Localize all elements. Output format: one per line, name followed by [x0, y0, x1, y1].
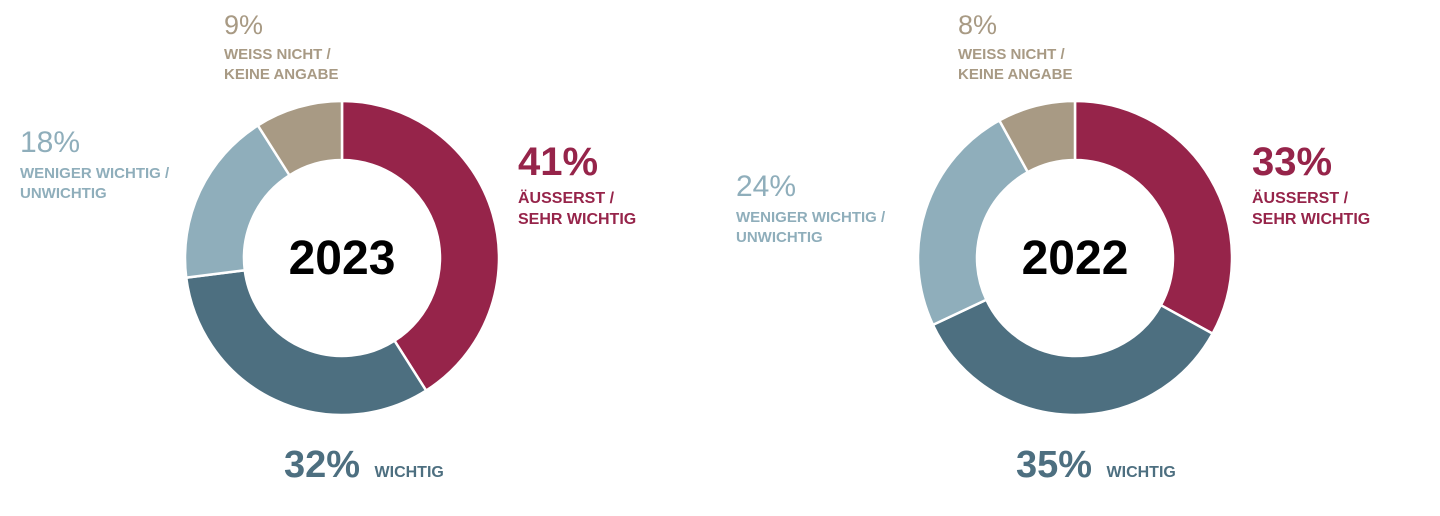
slice-label-weniger-2022: 24% WENIGER WICHTIG / UNWICHTIG [736, 172, 885, 248]
slice-label-aeusserst-2022: 33% ÄUSSERST / SEHR WICHTIG [1252, 142, 1370, 230]
slice-aeusserst-2023 [340, 99, 501, 393]
slice-label-weiss-2022: 8% WEISS NICHT / KEINE ANGABE [958, 12, 1072, 85]
slice-caption-weiss-2023-line2: KEINE ANGABE [224, 66, 339, 83]
slice-label-aeusserst-2023: 41% ÄUSSERST / SEHR WICHTIG [518, 142, 636, 230]
slice-aeusserst-2022 [1073, 99, 1234, 336]
center-label-2023: 2023 [289, 232, 396, 285]
slice-weniger-2022 [916, 118, 1030, 327]
slice-label-wichtig-2023: 32% WICHTIG [284, 446, 444, 484]
center-label-2022: 2022 [1022, 232, 1129, 285]
slice-label-weiss-2023: 9% WEISS NICHT / KEINE ANGABE [224, 12, 338, 85]
slice-caption-wichtig-2022: WICHTIG [1106, 464, 1176, 481]
slice-label-wichtig-2022: 35% WICHTIG [1016, 446, 1176, 484]
slice-caption-wichtig-2023: WICHTIG [374, 464, 444, 481]
slice-percent-weiss-2022: 8% [958, 10, 998, 40]
slice-percent-aeusserst-2022: 33% [1252, 140, 1333, 184]
slice-percent-aeusserst-2023: 41% [518, 140, 599, 184]
slice-caption-weiss-2022-line1: WEISS NICHT / [958, 46, 1065, 63]
slice-caption-weniger-2022-line2: UNWICHTIG [736, 229, 823, 246]
slice-weiss-2022 [997, 99, 1077, 174]
slice-caption-aeusserst-2023-line1: ÄUSSERST / [518, 190, 615, 207]
slice-wichtig-2022 [931, 298, 1215, 417]
slice-percent-weniger-2022: 24% [736, 170, 797, 203]
slice-caption-aeusserst-2022-line1: ÄUSSERST / [1252, 190, 1349, 207]
slice-caption-aeusserst-2023-line2: SEHR WICHTIG [518, 211, 637, 228]
slice-caption-weniger-2022-line1: WENIGER WICHTIG / [736, 209, 886, 226]
slice-percent-weiss-2023: 9% [224, 10, 264, 40]
slice-caption-weiss-2023-line1: WEISS NICHT / [224, 46, 331, 63]
slice-percent-wichtig-2022: 35% [1016, 444, 1093, 486]
slice-percent-weniger-2023: 18% [20, 126, 81, 159]
slice-caption-weiss-2022-line2: KEINE ANGABE [958, 66, 1073, 83]
slice-caption-aeusserst-2022-line2: SEHR WICHTIG [1252, 211, 1371, 228]
slice-caption-weniger-2023-line1: WENIGER WICHTIG / [20, 165, 170, 182]
slice-weiss-2023 [256, 99, 344, 177]
slice-caption-weniger-2023-line2: UNWICHTIG [20, 185, 107, 202]
slice-percent-wichtig-2023: 32% [284, 444, 361, 486]
slice-label-weniger-2023: 18% WENIGER WICHTIG / UNWICHTIG [20, 128, 169, 204]
slice-wichtig-2023 [184, 268, 428, 417]
